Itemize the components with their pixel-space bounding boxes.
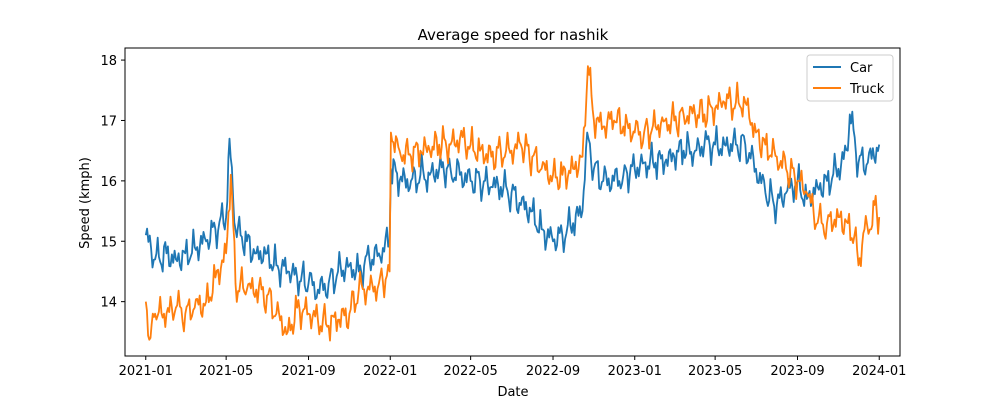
chart-title: Average speed for nashik [418,26,609,44]
plot-area [144,65,881,342]
legend-label: Truck [849,82,885,97]
x-tick-label: 2024-01 [852,364,906,379]
x-tick-label: 2023-05 [688,364,742,379]
x-tick-label: 2022-01 [363,364,417,379]
series-line-car [144,110,881,301]
x-tick-label: 2023-01 [608,364,662,379]
x-tick-label: 2021-05 [199,364,253,379]
x-tick-label: 2023-09 [770,364,824,379]
y-tick-label: 18 [100,54,117,69]
y-tick-label: 15 [100,235,117,250]
y-tick-label: 16 [100,175,117,190]
x-axis: 2021-01 2021-05 2021-09 2022-01 2022-05 2022-… [119,356,906,379]
y-axis-label: Speed (kmph) [78,157,93,249]
y-axis: 14 15 16 17 18 [100,54,125,311]
series-line-truck [144,65,881,342]
y-tick-label: 14 [100,296,117,311]
x-tick-label: 2021-01 [119,364,173,379]
x-tick-label: 2021-09 [281,364,335,379]
y-tick-label: 17 [100,114,117,129]
x-axis-label: Date [497,385,528,400]
x-tick-label: 2022-05 [443,364,497,379]
x-tick-label: 2022-09 [526,364,580,379]
legend: Car Truck [806,54,894,102]
legend-label: Car [850,61,873,76]
plot-frame [124,47,901,357]
